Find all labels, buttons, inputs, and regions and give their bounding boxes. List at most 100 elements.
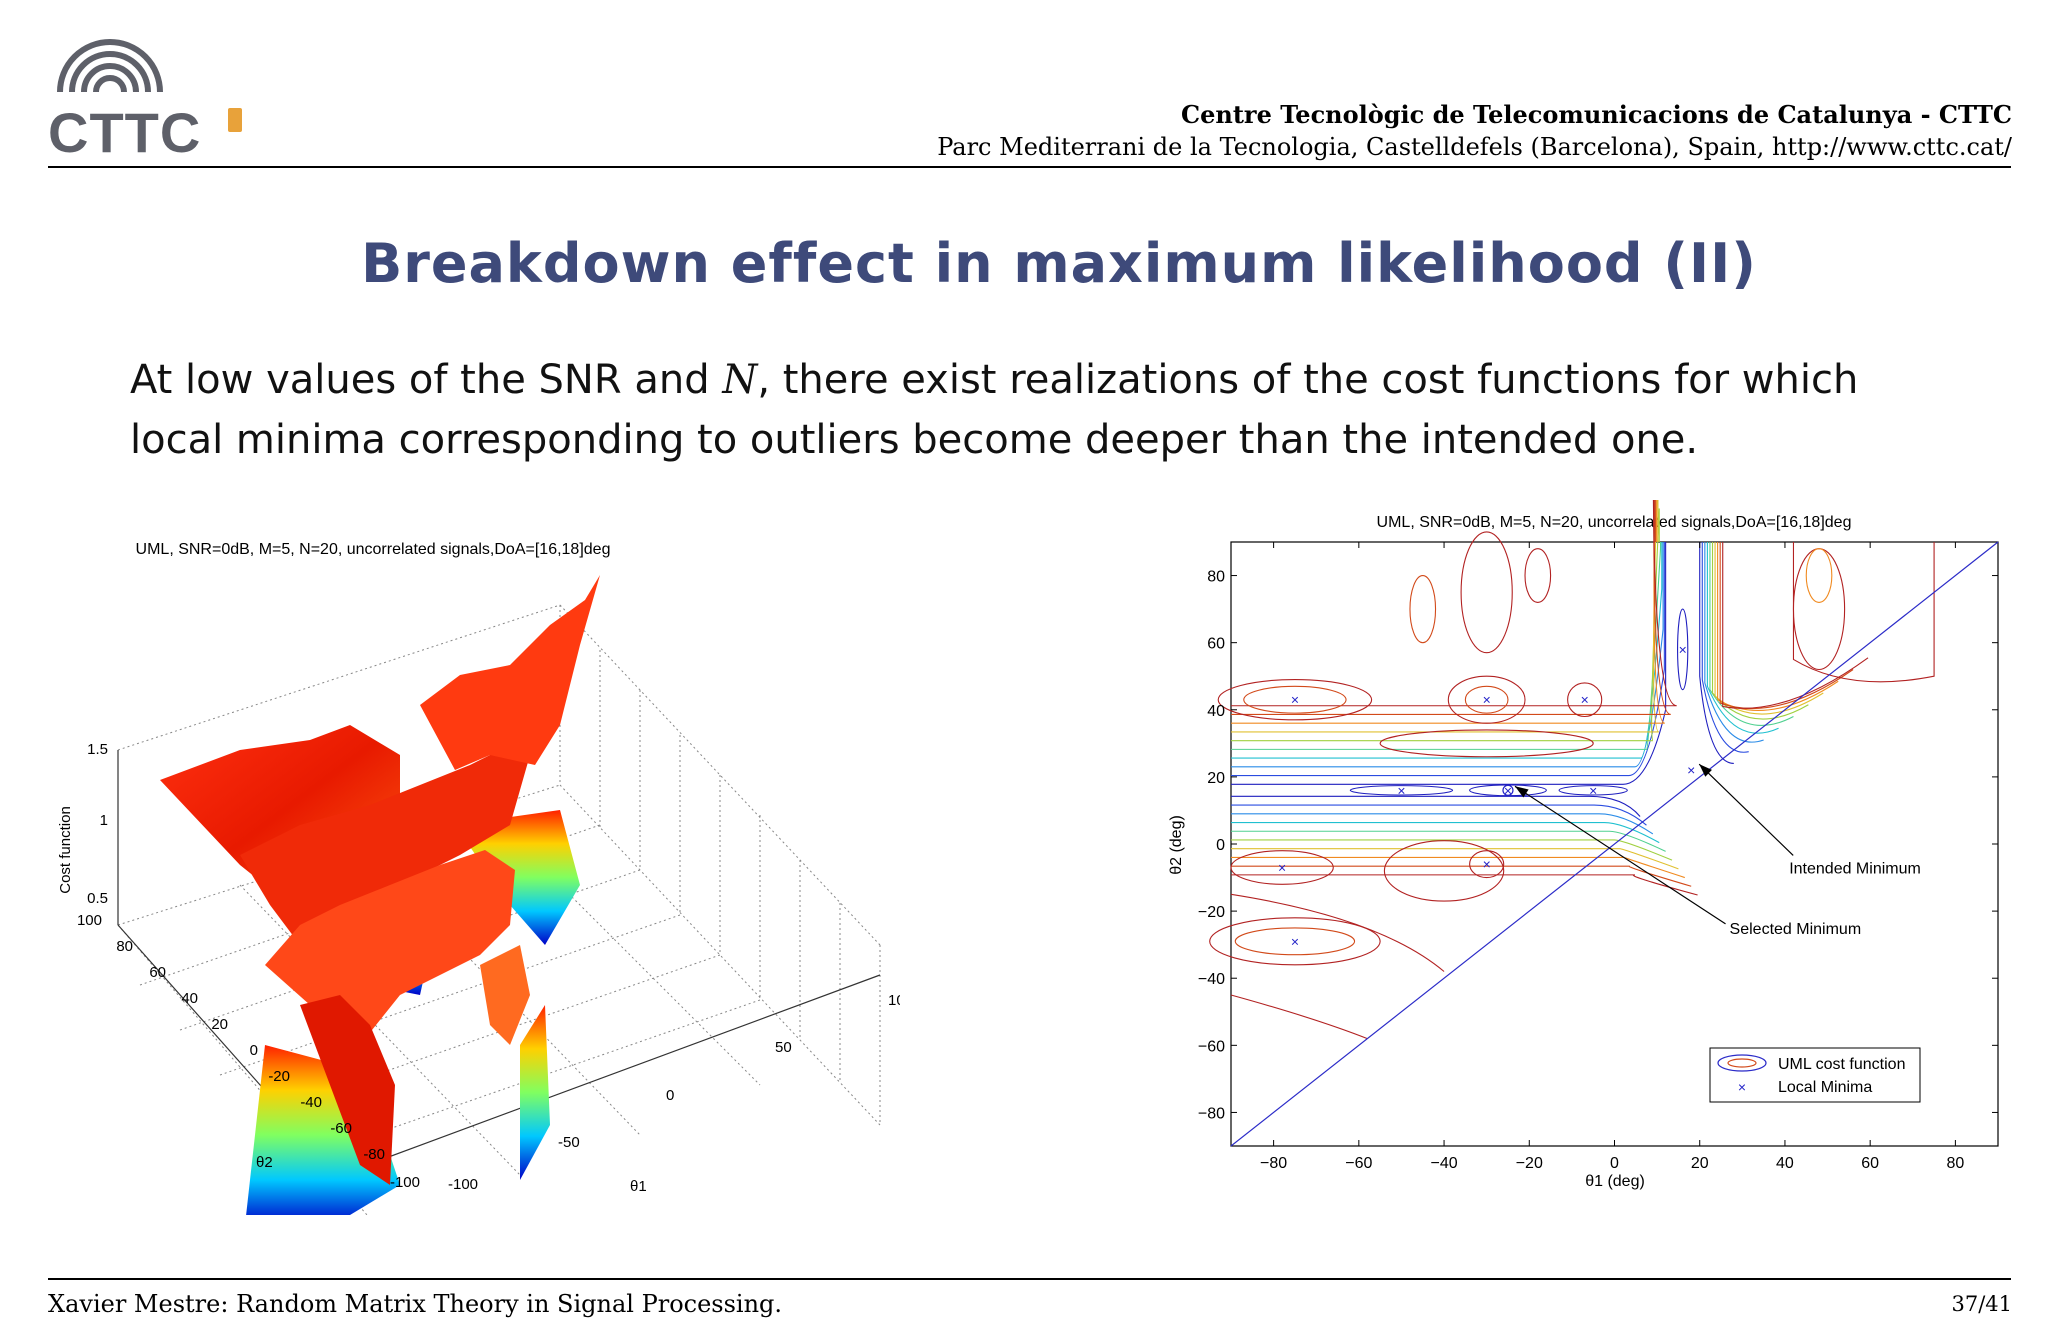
surface-z-tick: 1.5	[87, 741, 108, 758]
contour-line	[1231, 839, 1673, 861]
contour-line	[1231, 874, 1698, 896]
slide-title: Breakdown effect in maximum likelihood (…	[361, 232, 1757, 295]
contour-legend: UML cost function × Local Minima	[1709, 1047, 1921, 1103]
surface-plot: UML, SNR=0dB, M=5, N=20, uncorrelated si…	[57, 541, 900, 1215]
contour-y-label: θ2 (deg)	[1168, 815, 1185, 875]
logo-accent-mark	[228, 108, 242, 132]
contour-line	[1469, 850, 1505, 879]
selected-minimum-label: Selected Minimum	[1730, 921, 1862, 938]
contour-line	[1243, 685, 1347, 714]
surface-mesh	[160, 575, 600, 1215]
footer-divider	[48, 1278, 2011, 1280]
contour-line	[1383, 840, 1505, 902]
body-text-part2: , there exist realizations of the cost f…	[130, 357, 1859, 463]
surface-z-label: Cost function	[57, 806, 74, 894]
contour-x-tick-label: −20	[1516, 1155, 1543, 1172]
contour-line	[1719, 542, 1854, 710]
contour-line	[1217, 679, 1373, 721]
contour-line	[1231, 804, 1647, 826]
surface-z-tick: 0.5	[87, 890, 108, 907]
surface-y-tick: 100	[77, 912, 102, 929]
contour-line	[1231, 500, 1677, 707]
intended-minimum-arrow-head	[1699, 764, 1712, 777]
legend-entry-minima: Local Minima	[1778, 1079, 1872, 1096]
contour-y-tick-label: −80	[1198, 1105, 1225, 1122]
surface-y-tick: 20	[211, 1016, 228, 1033]
local-minimum-marker: ×	[1278, 859, 1286, 875]
contour-line	[1805, 548, 1833, 603]
header-divider	[48, 166, 2011, 168]
contour-y-tick-label: −60	[1198, 1038, 1225, 1055]
contour-line	[1567, 682, 1603, 718]
contour-y-tick-label: 20	[1207, 770, 1225, 787]
surface-x-tick: 0	[666, 1087, 674, 1104]
surface-y-tick: 0	[250, 1042, 258, 1059]
contour-y-tick-label: −20	[1198, 904, 1225, 921]
logo-wordmark: CTTC	[48, 101, 202, 164]
surface-y-tick: 60	[149, 964, 166, 981]
legend-box	[1709, 1047, 1921, 1103]
surface-y-label: θ2	[256, 1154, 273, 1171]
contour-line	[1231, 508, 1660, 742]
surface-y-tick: 40	[181, 990, 198, 1007]
local-minimum-marker: ×	[1581, 692, 1589, 708]
contour-line	[1447, 675, 1526, 724]
intended-minimum-label: Intended Minimum	[1789, 860, 1921, 877]
surface-y-tick: -100	[390, 1174, 420, 1191]
local-minimum-marker: ×	[1687, 762, 1695, 778]
surface-y-tick: -60	[330, 1120, 352, 1137]
contour-line	[1231, 830, 1666, 852]
contour-line	[1464, 685, 1509, 714]
contour-line	[1230, 994, 1368, 1040]
local-minima-markers: × × × × × × × × × × ×	[1278, 641, 1695, 949]
contour-line	[1379, 729, 1594, 758]
contour-line	[1792, 542, 1935, 683]
contour-line	[1349, 785, 1454, 796]
selected-minimum-arrow-head	[1514, 786, 1529, 798]
contour-line	[1209, 917, 1381, 966]
contour-x-tick-label: 80	[1946, 1155, 1964, 1172]
contour-lines	[1209, 500, 1999, 1147]
local-minimum-marker: ×	[1291, 933, 1299, 949]
surface-y-tick: 80	[116, 938, 133, 955]
surface-x-tick: -100	[448, 1176, 478, 1193]
contour-x-tick-label: 60	[1861, 1155, 1879, 1172]
surface-title: UML, SNR=0dB, M=5, N=20, uncorrelated si…	[136, 541, 611, 558]
contour-line	[1677, 608, 1689, 691]
contour-y-tick-label: −40	[1198, 971, 1225, 988]
contour-y-tick-label: 80	[1207, 569, 1225, 586]
contour-line	[1231, 542, 1662, 750]
contour-line	[1231, 848, 1679, 870]
contour-line	[1231, 865, 1692, 887]
contour-x-tick-label: 40	[1776, 1155, 1794, 1172]
contour-line	[1558, 785, 1628, 796]
contour-line	[1231, 500, 1671, 716]
contour-line	[1722, 542, 1869, 709]
contour-line	[1706, 542, 1779, 734]
institution-name: Centre Tecnològic de Telecomunicacions d…	[1181, 100, 2012, 129]
body-text-part1: At low values of the SNR and	[130, 357, 723, 403]
contour-line	[1409, 575, 1437, 644]
contour-y-tick-label: 40	[1207, 703, 1225, 720]
legend-contour-icon-inner	[1727, 1058, 1757, 1068]
cttc-logo	[48, 34, 248, 160]
contour-line	[1230, 893, 1445, 972]
slide-body-text: At low values of the SNR and N, there ex…	[130, 350, 1960, 470]
contour-x-tick-label: 20	[1691, 1155, 1709, 1172]
surface-x-ticks: -100 -50 0 50 100	[448, 992, 900, 1193]
contour-line	[1704, 542, 1764, 743]
contour-plot: UML, SNR=0dB, M=5, N=20, uncorrelated si…	[1168, 500, 1999, 1190]
contour-y-tick-label: 0	[1216, 837, 1225, 854]
contour-line	[1231, 795, 1641, 817]
legend-entry-cost: UML cost function	[1778, 1056, 1905, 1073]
contour-line	[1231, 821, 1660, 844]
contour-line	[1231, 813, 1654, 835]
contour-line	[1231, 500, 1666, 724]
legend-minima-marker: ×	[1738, 1079, 1746, 1095]
surface-y-tick: -20	[268, 1068, 290, 1085]
contour-x-tick-label: −80	[1260, 1155, 1287, 1172]
contour-line	[1524, 548, 1552, 603]
footer-title: Xavier Mestre: Random Matrix Theory in S…	[48, 1290, 783, 1318]
institution-address: Parc Mediterrani de la Tecnologia, Caste…	[937, 133, 2012, 161]
contour-x-tick-label: 0	[1610, 1155, 1619, 1172]
